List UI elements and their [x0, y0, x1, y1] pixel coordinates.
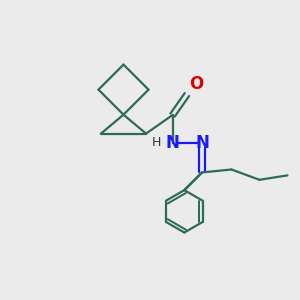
Text: N: N: [195, 134, 209, 152]
Text: O: O: [189, 75, 203, 93]
Text: N: N: [166, 134, 179, 152]
Text: H: H: [152, 136, 161, 149]
